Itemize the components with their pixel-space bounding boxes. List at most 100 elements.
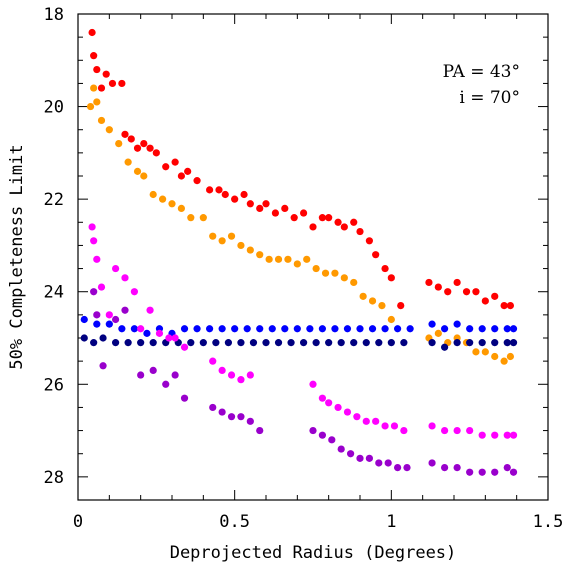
data-point-series-4 — [146, 306, 154, 314]
data-point-series-4 — [218, 366, 226, 374]
data-point-series-5 — [209, 403, 217, 412]
data-point-series-0 — [334, 218, 342, 226]
data-point-series-3 — [428, 339, 436, 347]
data-point-series-1 — [350, 278, 358, 287]
data-point-series-2 — [256, 325, 264, 333]
data-point-series-0 — [221, 190, 229, 199]
data-point-series-2 — [130, 325, 138, 333]
tick-labels: 0 0.5 1 1.5 18 20 22 24 26 28 — [44, 5, 564, 532]
data-point-series-5 — [256, 426, 264, 435]
data-point-series-4 — [453, 426, 461, 435]
data-point-series-3 — [478, 339, 486, 347]
data-point-series-5 — [227, 413, 236, 421]
y-axis-title: 50% Completeness Limit — [7, 144, 27, 369]
data-point-series-2 — [180, 325, 189, 333]
y-tick-label: 20 — [44, 98, 64, 118]
data-point-series-5 — [99, 362, 107, 370]
data-point-series-1 — [472, 348, 480, 356]
data-point-series-4 — [334, 403, 342, 412]
data-point-series-5 — [93, 311, 101, 319]
data-point-series-3 — [453, 339, 461, 347]
data-point-series-5 — [347, 450, 355, 458]
y-tick-label: 28 — [44, 468, 64, 488]
data-point-series-2 — [93, 320, 101, 328]
data-point-series-5 — [328, 436, 336, 444]
data-point-series-1 — [500, 357, 508, 365]
data-point-series-0 — [462, 288, 471, 296]
data-point-series-1 — [506, 352, 514, 361]
data-point-series-2 — [105, 320, 113, 328]
data-point-series-5 — [466, 468, 474, 476]
data-point-series-0 — [118, 79, 126, 88]
data-point-series-0 — [246, 200, 254, 208]
data-point-series-0 — [93, 65, 101, 74]
data-point-series-1 — [256, 251, 264, 259]
data-point-series-0 — [88, 28, 96, 37]
data-point-series-3 — [187, 339, 195, 347]
y-tick-label: 24 — [44, 283, 64, 303]
data-point-series-1 — [115, 140, 123, 148]
data-point-series-3 — [441, 343, 449, 351]
data-point-series-5 — [218, 408, 226, 416]
data-point-series-4 — [353, 413, 361, 421]
x-tick-label: 0.5 — [219, 512, 250, 532]
data-point-series-4 — [171, 334, 179, 342]
data-point-series-3 — [325, 339, 333, 347]
data-point-series-0 — [500, 302, 508, 310]
data-point-series-5 — [509, 468, 518, 476]
data-point-series-2 — [206, 325, 214, 333]
data-point-series-0 — [271, 209, 279, 217]
data-point-series-4 — [137, 325, 145, 333]
data-point-series-3 — [375, 339, 383, 347]
data-point-series-0 — [215, 186, 223, 194]
data-point-series-3 — [350, 339, 358, 347]
data-point-series-5 — [428, 459, 436, 467]
data-point-series-0 — [90, 52, 98, 60]
data-point-series-3 — [300, 339, 308, 347]
data-point-series-5 — [180, 394, 189, 402]
data-point-series-5 — [503, 464, 511, 472]
data-point-series-3 — [287, 339, 295, 347]
data-point-series-2 — [281, 325, 289, 333]
data-point-series-4 — [325, 399, 333, 407]
y-tick-label: 22 — [44, 190, 64, 210]
data-point-series-0 — [290, 214, 298, 222]
data-point-series-4 — [227, 371, 236, 379]
data-point-series-0 — [365, 237, 373, 245]
data-point-series-4 — [121, 274, 129, 282]
data-point-series-0 — [108, 79, 117, 88]
data-point-series-1 — [246, 246, 254, 254]
data-point-series-0 — [146, 144, 154, 152]
x-tick-label: 1.5 — [533, 512, 564, 532]
data-point-series-0 — [506, 302, 514, 310]
y-tick-label: 18 — [44, 5, 64, 25]
data-point-series-4 — [93, 255, 101, 263]
data-point-series-0 — [240, 190, 248, 199]
data-point-series-2 — [306, 325, 314, 333]
data-point-series-3 — [249, 339, 258, 347]
data-point-series-4 — [105, 311, 113, 319]
data-point-series-5 — [309, 426, 317, 435]
data-point-series-1 — [321, 269, 330, 277]
data-point-series-4 — [362, 417, 370, 425]
data-point-series-1 — [199, 214, 207, 222]
data-point-series-0 — [171, 158, 179, 166]
data-point-series-5 — [356, 454, 364, 462]
data-point-series-0 — [206, 186, 214, 194]
data-point-series-0 — [184, 167, 192, 175]
data-point-series-3 — [509, 339, 518, 347]
data-point-series-3 — [224, 339, 232, 347]
data-point-series-4 — [491, 431, 499, 439]
data-point-series-5 — [453, 464, 461, 472]
data-point-series-1 — [227, 232, 236, 240]
data-point-series-3 — [387, 339, 395, 347]
data-point-series-1 — [97, 116, 106, 125]
data-point-series-4 — [381, 422, 389, 430]
y-tick-label: 26 — [44, 375, 64, 395]
data-point-series-0 — [325, 214, 333, 222]
data-point-series-4 — [180, 343, 189, 351]
data-point-series-1 — [303, 255, 311, 263]
data-point-series-2 — [368, 325, 377, 333]
data-point-series-4 — [441, 426, 449, 435]
